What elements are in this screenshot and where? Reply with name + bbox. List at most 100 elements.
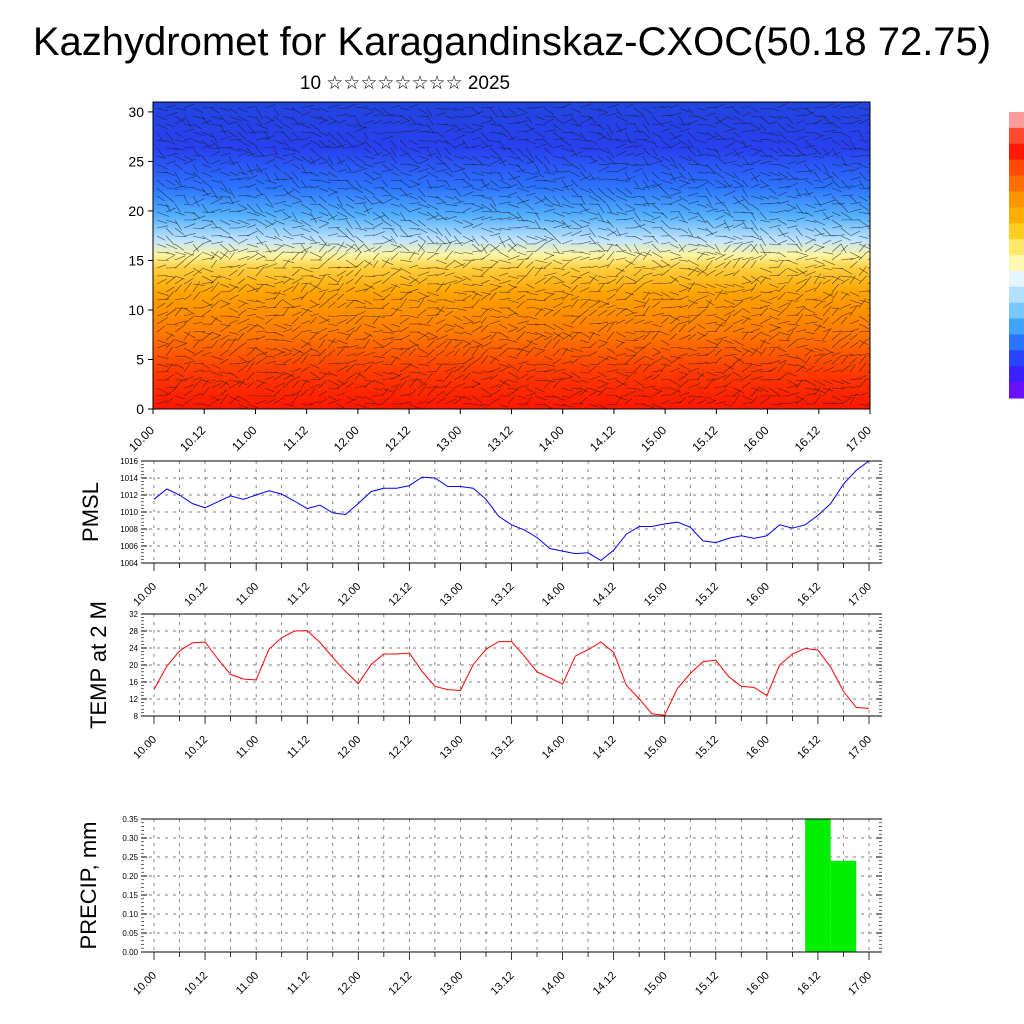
wind-barb [228, 379, 241, 383]
wind-barb [336, 403, 346, 409]
wind-barb [435, 305, 445, 317]
wind-barb [669, 256, 683, 261]
wind-barb [372, 113, 385, 117]
wind-barb [471, 111, 484, 117]
wind-barb [255, 399, 267, 405]
wind-barb [714, 385, 728, 389]
wind-barb [786, 384, 799, 389]
wind-barb [228, 395, 240, 402]
wind-barb [588, 341, 597, 349]
wind-barb [777, 219, 787, 225]
wind-barb [525, 261, 534, 269]
wind-barb [399, 334, 411, 341]
wind-barb [759, 347, 767, 357]
wind-barb [804, 331, 815, 335]
wind-barb [840, 292, 849, 301]
wind-barb [732, 300, 744, 309]
wind-barb [723, 354, 737, 357]
wind-barb [399, 203, 410, 212]
wind-barb [156, 123, 168, 130]
wind-barb [507, 285, 517, 293]
wind-barb [237, 318, 250, 325]
wind-barb [615, 341, 625, 349]
wind-barb [390, 195, 400, 201]
wind-barb [561, 376, 573, 381]
wind-barb [858, 139, 869, 143]
wind-barb [759, 362, 772, 365]
wind-barb [678, 324, 686, 333]
wind-barb [570, 379, 581, 383]
wind-barb [390, 147, 397, 158]
wind-barb [156, 211, 170, 217]
wind-barb [705, 251, 718, 255]
wind-barb [696, 371, 705, 378]
wind-barb [390, 163, 400, 171]
wind-barb [840, 275, 851, 278]
wind-barb [408, 115, 416, 124]
wind-barb [777, 282, 787, 285]
wind-barb [345, 227, 355, 238]
wind-barb [615, 143, 627, 149]
wind-barb [228, 371, 239, 379]
wind-barb [363, 107, 374, 111]
wind-barb [291, 357, 302, 365]
wind-barb [219, 323, 231, 327]
wind-barb [219, 227, 231, 235]
wind-barb [255, 330, 266, 333]
wind-barb [219, 179, 228, 191]
wind-barb [453, 395, 465, 399]
wind-barb [804, 314, 818, 317]
wind-barb [732, 319, 744, 325]
wind-barb [489, 389, 502, 397]
wind-barb [840, 333, 852, 341]
wind-barb [453, 163, 465, 170]
wind-barb [858, 211, 870, 215]
wind-barb [822, 259, 835, 266]
wind-barb [768, 326, 780, 333]
wind-barb [462, 238, 475, 245]
wind-barb [435, 364, 442, 373]
wind-barb [183, 259, 194, 269]
wind-barb [714, 262, 726, 269]
wind-barb [480, 387, 492, 396]
wind-barb [507, 216, 521, 221]
wind-barb [552, 163, 559, 172]
wind-barb [363, 379, 375, 383]
wind-barb [453, 307, 467, 311]
wind-barb [714, 222, 726, 229]
wind-barb [345, 103, 358, 109]
wind-barb [741, 129, 754, 133]
wind-barb [165, 131, 174, 142]
wind-barb [480, 155, 491, 159]
wind-barb [786, 177, 799, 181]
wind-barb [165, 160, 176, 165]
wind-barb [390, 307, 400, 317]
wind-barb [354, 403, 367, 408]
wind-barb [534, 123, 546, 126]
wind-barb [246, 356, 256, 365]
wind-barb [795, 344, 808, 349]
wind-barb [273, 163, 281, 172]
wind-barb [525, 139, 537, 145]
wind-barb [588, 274, 597, 285]
wind-barb [246, 287, 260, 293]
x-tick-label: 14.00 [536, 423, 567, 454]
wind-barb [156, 339, 169, 345]
wind-barb [462, 363, 472, 373]
wind-barb [849, 167, 861, 173]
wind-barb [318, 222, 329, 229]
x-tick-label: 15.00 [642, 581, 670, 609]
wind-barb [660, 269, 670, 277]
wind-barb [480, 227, 494, 233]
wind-barb [786, 259, 799, 265]
wind-barb [498, 298, 511, 301]
wind-barb [435, 107, 447, 111]
wind-barb [480, 347, 490, 357]
wind-barb [732, 257, 743, 261]
wind-barb [471, 382, 481, 389]
wind-barb [633, 299, 646, 304]
wind-barb [624, 331, 636, 335]
wind-barb [471, 344, 482, 349]
wind-barb [444, 366, 457, 373]
wind-barb [390, 211, 400, 216]
